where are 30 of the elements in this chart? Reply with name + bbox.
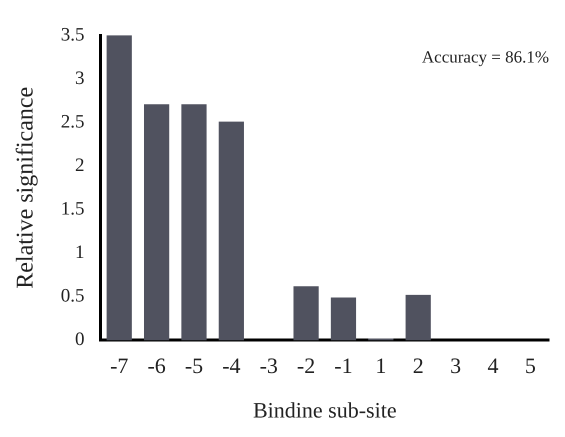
- bar: [293, 286, 319, 340]
- bar: [144, 104, 170, 340]
- annotation: Accuracy = 86.1%: [422, 47, 549, 66]
- x-tick-label: -7: [110, 353, 128, 378]
- bar: [218, 122, 244, 340]
- x-tick-label: 3: [450, 353, 462, 378]
- y-axis-title: Relative significance: [12, 86, 39, 289]
- x-tick-label: -5: [184, 353, 204, 378]
- y-tick-label: 1.5: [60, 198, 85, 220]
- y-tick-label: 3.5: [60, 24, 85, 46]
- x-tick-label: -3: [260, 353, 278, 378]
- x-tick-label: -6: [147, 353, 166, 378]
- y-tick-label: 0: [75, 329, 85, 350]
- y-tick-label: 3: [75, 68, 85, 89]
- bar: [330, 298, 356, 340]
- x-axis-title: Bindine sub-site: [252, 398, 397, 423]
- y-tick-label: 0.5: [60, 286, 85, 307]
- y-tick-label: 1: [75, 242, 85, 264]
- y-tick-label: 2.5: [60, 111, 85, 132]
- x-tick-label: 2: [412, 353, 424, 378]
- x-tick-label: 1: [375, 353, 386, 378]
- x-tick-label: 4: [487, 353, 498, 378]
- bar: [406, 294, 431, 340]
- x-tick-label: 5: [524, 353, 536, 378]
- x-tick-label: -2: [296, 353, 316, 378]
- x-tick-label: -4: [222, 353, 241, 378]
- bar: [181, 104, 207, 340]
- y-tick-label: 2: [75, 155, 85, 176]
- x-tick-label: -1: [334, 353, 353, 378]
- bar: [106, 35, 132, 340]
